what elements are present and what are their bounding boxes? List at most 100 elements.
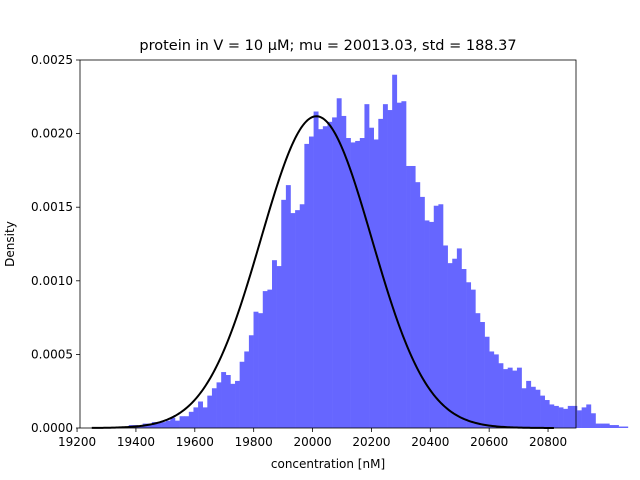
histogram-bar (452, 258, 458, 428)
histogram-bar (253, 311, 259, 428)
histogram-bar (304, 143, 310, 428)
histogram-bar (392, 74, 398, 428)
histogram-bar (406, 165, 411, 429)
histogram-bar (572, 405, 578, 428)
x-tick-label: 20200 (352, 435, 390, 449)
histogram-bar (322, 126, 328, 429)
histogram-bar (479, 322, 485, 428)
histogram-bar (225, 375, 231, 428)
x-tick-label: 19200 (58, 435, 96, 449)
x-tick-label: 20800 (529, 435, 567, 449)
y-tick-label: 0.0015 (31, 200, 73, 214)
histogram-bar (470, 289, 476, 428)
histogram-bar (549, 404, 555, 428)
histogram-bar (276, 266, 282, 428)
histogram-bar (456, 248, 462, 428)
histogram-bar (595, 423, 601, 428)
histogram-bar (396, 102, 402, 428)
y-tick-label: 0.0020 (31, 127, 73, 141)
histogram-bar (308, 136, 314, 429)
histogram-bar (618, 426, 624, 428)
histogram-bar (623, 426, 629, 428)
histogram-bar (563, 408, 569, 428)
histogram-bar (221, 372, 227, 428)
histogram-bar (484, 336, 490, 428)
histogram-bar (540, 395, 545, 428)
histogram-bar (198, 401, 203, 428)
histogram-bar (258, 313, 264, 428)
y-tick-label: 0.0010 (31, 274, 73, 288)
histogram-bar (516, 367, 522, 428)
histogram-bar (489, 351, 495, 428)
histogram-bar (235, 380, 240, 428)
histogram-bar (512, 370, 518, 428)
histogram-bar (614, 425, 619, 428)
x-axis: 19200 19400 19600 19800 20000 20200 20400 20600… (58, 428, 567, 449)
histogram-bar (165, 420, 171, 428)
histogram-bar (567, 405, 573, 428)
histogram-bar (179, 416, 185, 428)
histogram-bar (475, 313, 481, 428)
histogram-bar (336, 98, 342, 429)
y-tick-label: 0.0025 (31, 53, 73, 67)
histogram-bar (156, 422, 162, 428)
histogram-bar (161, 422, 167, 428)
histogram-bar (415, 182, 421, 428)
histogram-bar (410, 165, 416, 429)
histogram-bar (230, 383, 236, 428)
histogram-bar (188, 411, 194, 428)
histogram-bar (355, 140, 361, 428)
histogram-bar (359, 138, 365, 428)
x-tick-label: 20400 (411, 435, 449, 449)
histogram-bar (600, 423, 606, 428)
histogram-bar (433, 205, 439, 428)
histogram-bar (424, 220, 430, 428)
histogram-bar (295, 210, 301, 428)
histogram-bar (239, 361, 245, 428)
histogram-bar (419, 196, 425, 428)
histogram-bar (147, 423, 153, 428)
histogram-bar (290, 213, 296, 428)
y-tick-label: 0.0000 (31, 421, 73, 435)
histogram-bar (558, 407, 564, 428)
histogram-bar (207, 395, 213, 428)
histogram-bars (119, 74, 629, 429)
histogram-bar (281, 199, 287, 428)
histogram-bar (382, 104, 388, 428)
histogram-bar (387, 110, 393, 429)
histogram-bar (285, 185, 291, 428)
x-tick-label: 20000 (293, 435, 331, 449)
histogram-bar (364, 104, 370, 428)
histogram-bar (193, 407, 199, 428)
histogram-bar (244, 351, 250, 428)
histogram-bar (184, 416, 190, 428)
histogram-bar (443, 245, 448, 428)
histogram-bar (461, 269, 467, 428)
histogram-bar (590, 413, 596, 428)
histogram-bar (604, 423, 610, 428)
y-axis-label: Density (3, 221, 17, 267)
histogram-bar (498, 363, 504, 428)
histogram-bar (466, 282, 472, 428)
histogram-bar (137, 426, 143, 428)
x-tick-label: 19600 (176, 435, 214, 449)
histogram-bar (211, 388, 217, 428)
y-tick-label: 0.0005 (31, 347, 73, 361)
histogram-bar (581, 407, 587, 428)
histogram-bar (350, 142, 356, 428)
histogram-bar (544, 400, 550, 428)
histogram-bar (401, 101, 407, 428)
histogram-bar (447, 263, 453, 428)
histogram-bar (577, 410, 582, 428)
x-axis-label: concentration [nM] (271, 457, 385, 471)
histogram-bar (327, 121, 333, 428)
histogram-bar (341, 115, 347, 428)
histogram-bar (526, 380, 532, 428)
histogram-bar (521, 388, 527, 428)
histogram-bar (609, 425, 615, 428)
histogram-bar (299, 204, 305, 428)
histogram-bar (345, 138, 351, 428)
histogram-bar (503, 369, 509, 428)
histogram-bar (373, 139, 379, 429)
